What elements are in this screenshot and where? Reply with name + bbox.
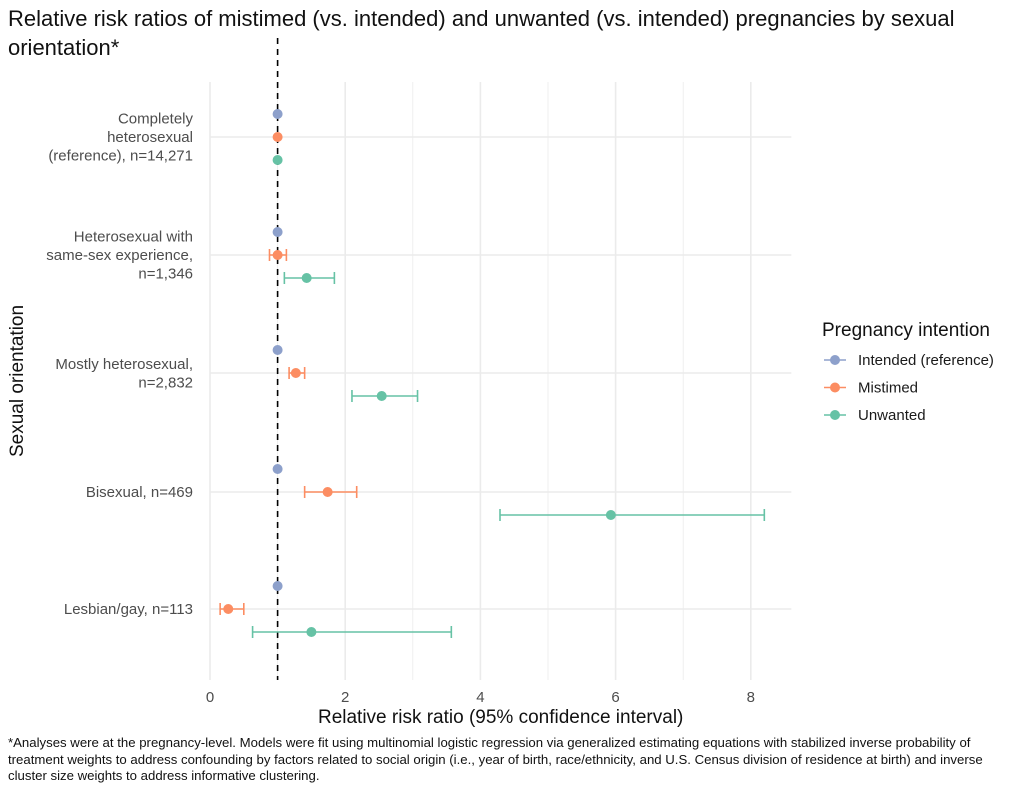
axis-layer: 0 2 4 6 8 Relative risk ratio (95% confidence… bbox=[7, 111, 755, 729]
forest-plot: 0 2 4 6 8 Relative risk ratio (95% confidence… bbox=[7, 38, 994, 729]
data-point bbox=[306, 627, 317, 637]
y-tick-label-line: (reference), n=14,271 bbox=[48, 148, 193, 165]
data-point bbox=[272, 155, 283, 165]
data-point bbox=[272, 227, 283, 237]
y-tick-label-line: heterosexual bbox=[107, 129, 193, 146]
y-tick-label: Lesbian/gay, n=113 bbox=[64, 601, 193, 618]
y-tick-label: Heterosexual with same-sex experience, n=1… bbox=[46, 229, 193, 283]
y-tick-label-line: Bisexual, n=469 bbox=[86, 484, 193, 501]
y-tick-label-line: Mostly heterosexual, bbox=[55, 356, 193, 373]
y-tick-label-line: Lesbian/gay, n=113 bbox=[64, 601, 193, 618]
gridlines bbox=[209, 82, 792, 680]
x-tick-label: 2 bbox=[341, 689, 349, 706]
data-point bbox=[223, 604, 234, 614]
data-point bbox=[272, 464, 283, 474]
data-point bbox=[322, 487, 333, 497]
legend-key-point bbox=[830, 410, 840, 420]
data-point bbox=[272, 250, 283, 260]
y-tick-label-line: n=1,346 bbox=[138, 266, 193, 283]
legend-title: Pregnancy intention bbox=[822, 320, 990, 341]
data-point bbox=[290, 368, 301, 378]
data-point bbox=[272, 132, 283, 142]
chart-title: Relative risk ratios of mistimed (vs. in… bbox=[8, 6, 955, 60]
data-point bbox=[605, 510, 616, 520]
legend: Pregnancy intention Intended (reference) M… bbox=[822, 320, 994, 424]
y-axis-title: Sexual orientation bbox=[7, 305, 28, 457]
x-axis-title: Relative risk ratio (95% confidence inte… bbox=[318, 707, 683, 728]
y-tick-label: Mostly heterosexual, n=2,832 bbox=[55, 356, 193, 392]
footnote: *Analyses were at the pregnancy-level. M… bbox=[8, 735, 983, 783]
data-point bbox=[272, 581, 283, 591]
x-tick-label: 4 bbox=[476, 689, 484, 706]
data-point bbox=[272, 345, 283, 355]
legend-label: Unwanted bbox=[858, 407, 926, 424]
y-tick-label: Bisexual, n=469 bbox=[86, 484, 193, 501]
y-tick-label-line: n=2,832 bbox=[138, 374, 193, 391]
data-layer bbox=[219, 109, 766, 638]
y-tick-label: Completely heterosexual (reference), n=14,… bbox=[48, 111, 193, 165]
data-point bbox=[272, 109, 283, 119]
legend-label: Intended (reference) bbox=[858, 352, 994, 369]
data-point bbox=[301, 273, 312, 283]
legend-label: Mistimed bbox=[858, 380, 918, 397]
x-tick-label: 0 bbox=[206, 689, 214, 706]
y-tick-label-line: Heterosexual with bbox=[74, 229, 193, 246]
legend-key-point bbox=[830, 355, 840, 365]
x-tick-label: 8 bbox=[747, 689, 755, 706]
data-point bbox=[376, 391, 387, 401]
y-tick-label-line: same-sex experience, bbox=[46, 247, 193, 264]
y-tick-label-line: Completely bbox=[118, 111, 194, 128]
legend-key-point bbox=[830, 382, 840, 393]
x-tick-label: 6 bbox=[611, 689, 619, 706]
